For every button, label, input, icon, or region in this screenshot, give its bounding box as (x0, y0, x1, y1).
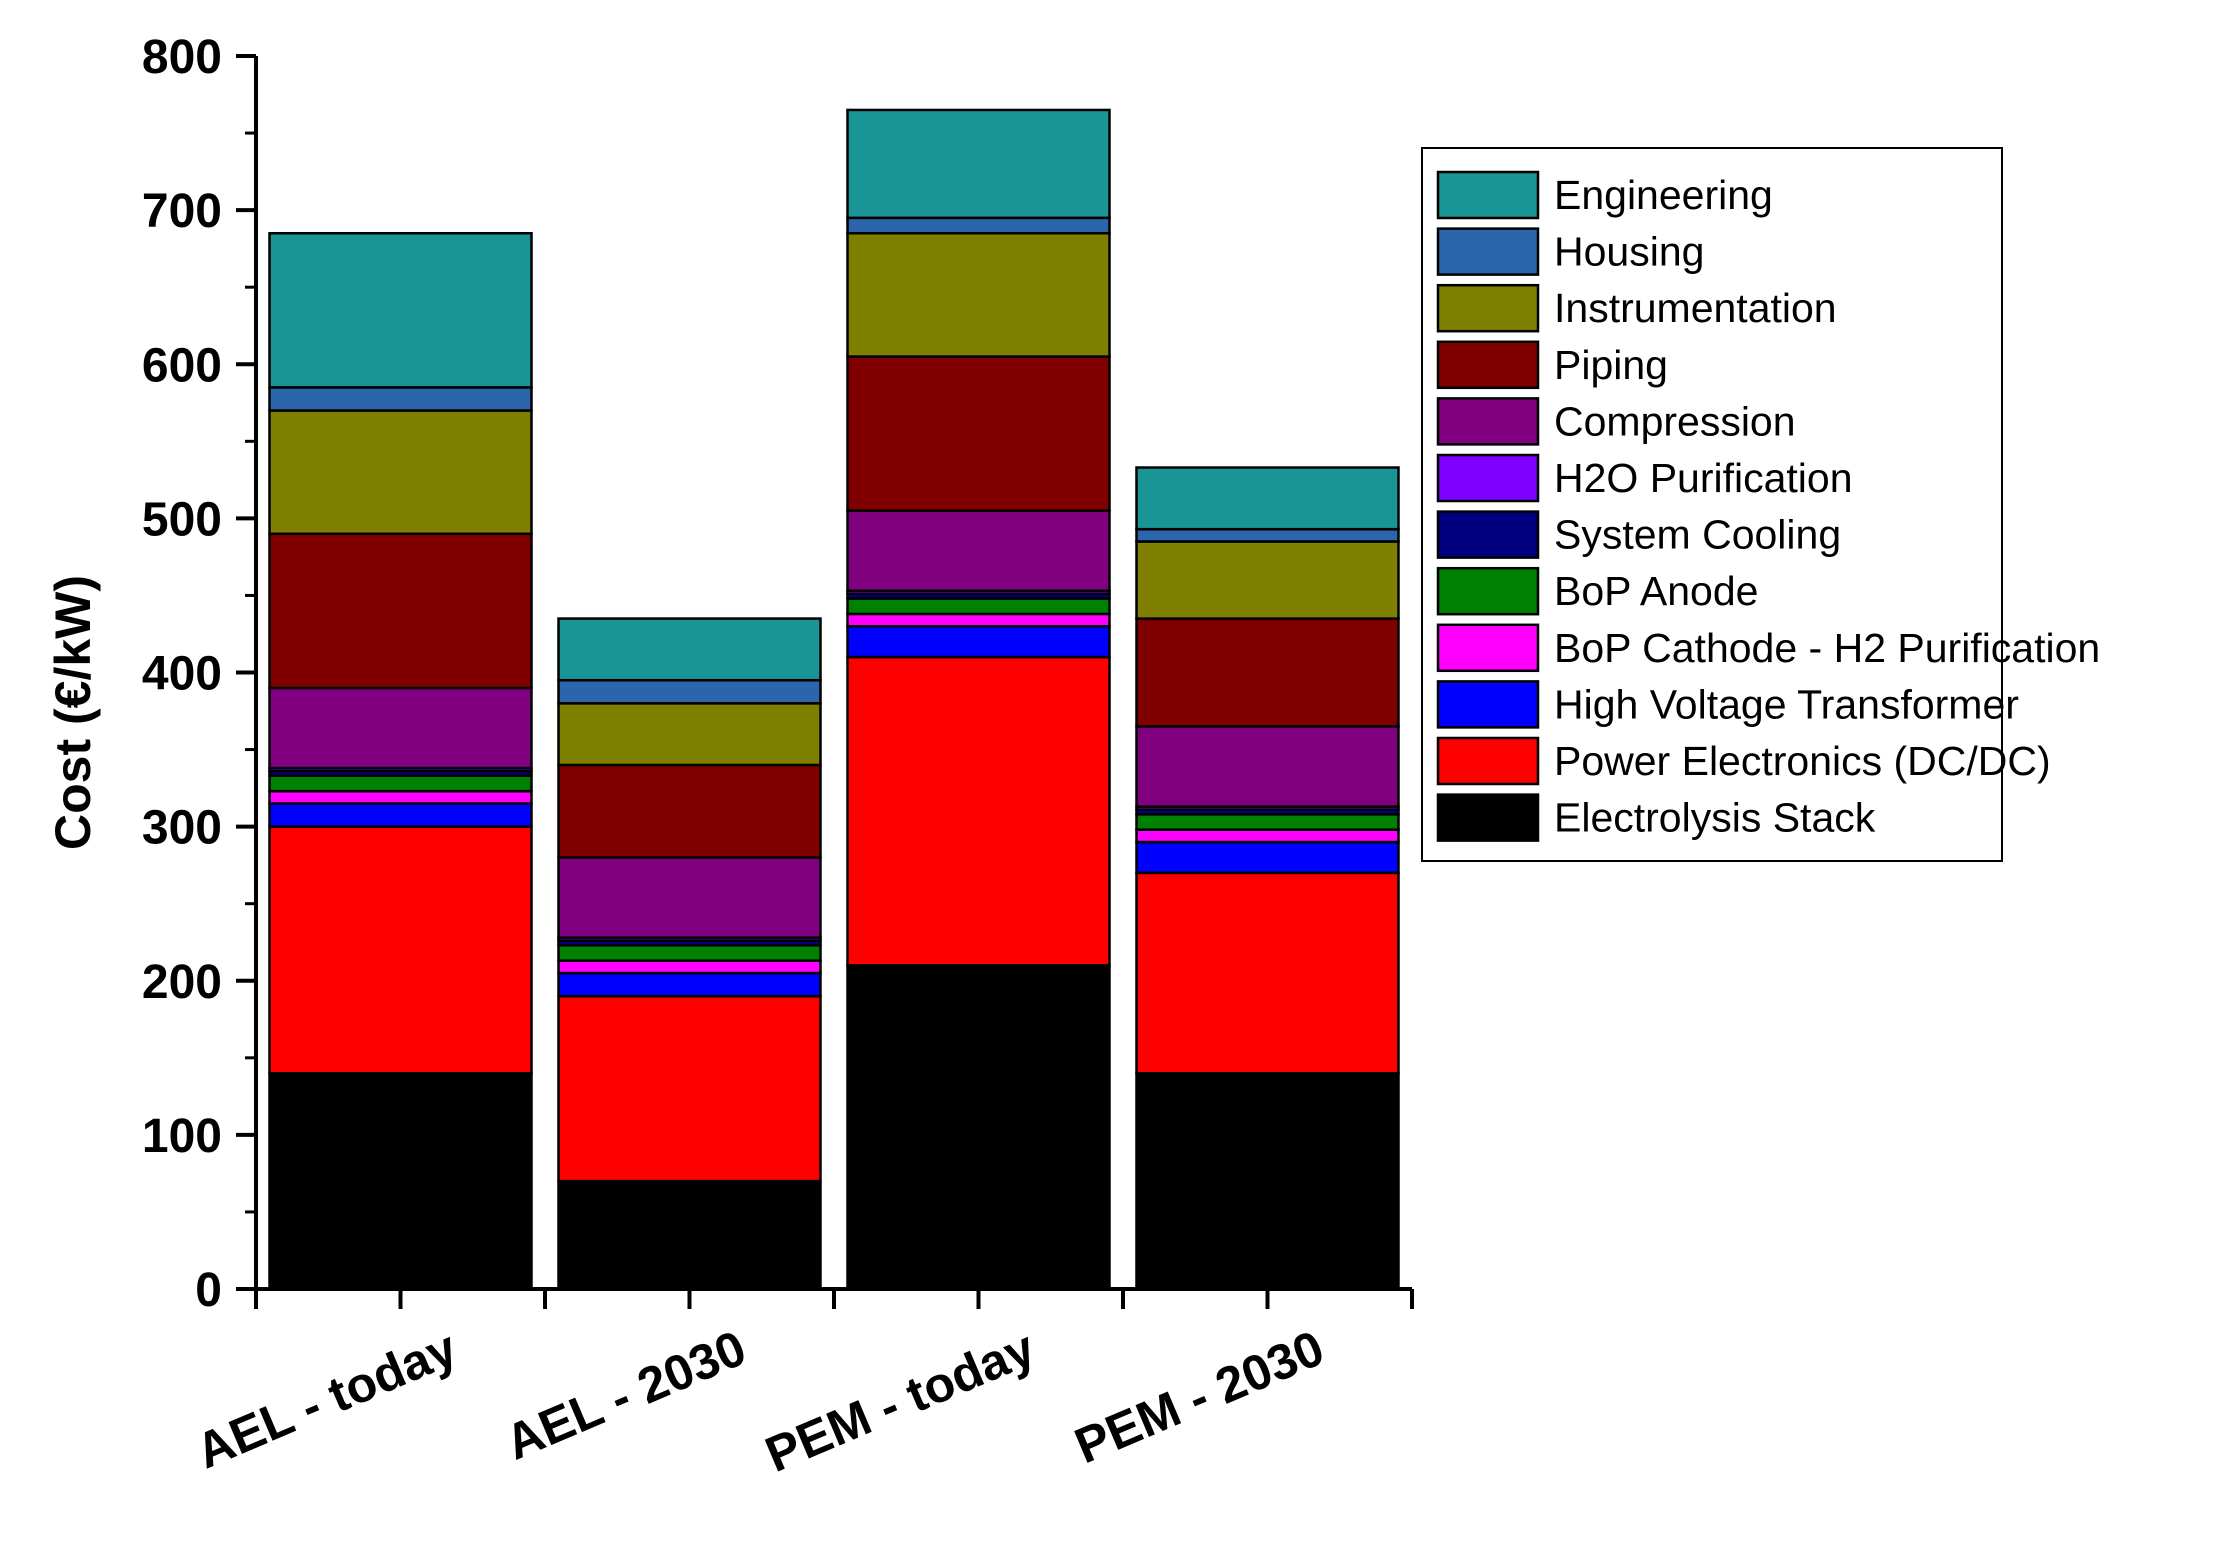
legend-swatch-housing (1436, 227, 1540, 276)
bar-pem-today-bop-anode (846, 597, 1111, 616)
bar-ael-today-instrumentation (268, 409, 533, 536)
legend-label-high-voltage-transformer: High Voltage Transformer (1554, 681, 2019, 727)
bar-pem-today-instrumentation (846, 231, 1111, 358)
legend: Engineering Housing Instrumentation Piping C… (1421, 147, 2100, 862)
legend-swatch-instrumentation (1436, 283, 1540, 333)
x-tick-label: AEL - today (188, 1320, 465, 1480)
legend-label-engineering: Engineering (1554, 172, 1773, 218)
bar-pem-2030-engineering (1135, 466, 1400, 531)
x-ticks-group: AEL - today AEL - 2030 PEM - today PEM - 20… (188, 1289, 1414, 1483)
bar-ael-today-high-voltage-transformer (268, 802, 533, 828)
bar-pem-2030-bop-cathode-h2-purification (1135, 828, 1400, 844)
bar-ael-today-electrolysis-stack (268, 1071, 533, 1291)
x-tick-label: AEL - 2030 (497, 1320, 753, 1471)
bar-pem-2030-electrolysis-stack (1135, 1071, 1400, 1291)
bars-group (268, 108, 1400, 1291)
legend-label-piping: Piping (1554, 342, 1668, 388)
bar-pem-2030-instrumentation (1135, 540, 1400, 620)
legend-label-bop-cathode-h2-purification: BoP Cathode - H2 Purification (1554, 625, 2100, 671)
bar-ael-today-power-electronics-dc-dc (268, 825, 533, 1075)
legend-swatch-engineering (1436, 170, 1540, 220)
y-tick-label: 500 (142, 493, 222, 546)
bar-ael-2030-piping (557, 763, 822, 859)
bar-ael-2030-high-voltage-transformer (557, 971, 822, 998)
bar-ael-2030-bop-anode (557, 944, 822, 962)
legend-swatch-piping (1436, 340, 1540, 390)
legend-label-h2o-purification: H2O Purification (1554, 455, 1853, 501)
bar-ael-today-piping (268, 532, 533, 690)
bar-pem-today-piping (846, 355, 1111, 512)
legend-label-system-cooling: System Cooling (1554, 512, 1841, 558)
bar-pem-today-compression (846, 509, 1111, 593)
legend-label-electrolysis-stack: Electrolysis Stack (1554, 795, 1876, 841)
legend-swatch-electrolysis-stack (1436, 793, 1540, 842)
bar-pem-today-power-electronics-dc-dc (846, 655, 1111, 967)
y-tick-label: 300 (142, 802, 222, 855)
bar-ael-2030-bop-cathode-h2-purification (557, 959, 822, 975)
legend-swatch-bop-anode (1436, 566, 1540, 616)
bar-pem-2030-piping (1135, 617, 1400, 728)
y-tick-label: 400 (142, 648, 222, 701)
legend-label-compression: Compression (1554, 398, 1796, 444)
bar-ael-today-bop-anode (268, 774, 533, 793)
legend-swatch-power-electronics-dc-dc (1436, 736, 1540, 786)
bar-pem-today-engineering (846, 108, 1111, 220)
y-tick-label: 0 (195, 1264, 222, 1317)
bar-ael-today-compression (268, 686, 533, 770)
bar-pem-today-housing (846, 216, 1111, 235)
bar-ael-2030-instrumentation (557, 702, 822, 767)
bar-pem-today-high-voltage-transformer (846, 625, 1111, 659)
legend-label-instrumentation: Instrumentation (1554, 285, 1837, 331)
bar-ael-2030-power-electronics-dc-dc (557, 994, 822, 1183)
bar-pem-today-electrolysis-stack (846, 964, 1111, 1291)
legend-swatch-high-voltage-transformer (1436, 680, 1540, 729)
y-ticks-group: 0 100 200 300 400 500 600 700 800 (142, 31, 256, 1317)
bar-ael-today-bop-cathode-h2-purification (268, 789, 533, 805)
bar-pem-2030-bop-anode (1135, 813, 1400, 831)
y-tick-label: 700 (142, 185, 222, 238)
bar-pem-2030-compression (1135, 725, 1400, 808)
bar-ael-2030-engineering (557, 617, 822, 682)
bar-ael-2030-housing (557, 678, 822, 705)
x-tick-label: PEM - today (758, 1320, 1043, 1483)
legend-swatch-h2o-purification (1436, 453, 1540, 503)
y-axis-title: Cost (€/kW) (45, 575, 101, 850)
bar-ael-2030-electrolysis-stack (557, 1179, 822, 1291)
bar-ael-today-engineering (268, 231, 533, 389)
y-tick-label: 600 (142, 339, 222, 392)
bar-pem-2030-power-electronics-dc-dc (1135, 871, 1400, 1075)
legend-swatch-bop-cathode-h2-purification (1436, 623, 1540, 673)
legend-swatch-system-cooling (1436, 510, 1540, 559)
y-tick-label: 200 (142, 956, 222, 1009)
legend-swatch-compression (1436, 397, 1540, 446)
bar-pem-2030-high-voltage-transformer (1135, 840, 1400, 875)
bar-ael-2030-compression (557, 856, 822, 939)
legend-label-bop-anode: BoP Anode (1554, 568, 1758, 614)
bar-ael-today-housing (268, 386, 533, 412)
y-tick-label: 800 (142, 31, 222, 84)
bar-pem-2030-housing (1135, 527, 1400, 543)
legend-label-housing: Housing (1554, 229, 1704, 275)
x-tick-label: PEM - 2030 (1067, 1320, 1332, 1475)
y-tick-label: 100 (142, 1110, 222, 1163)
bar-pem-today-bop-cathode-h2-purification (846, 612, 1111, 628)
legend-label-power-electronics-dc-dc: Power Electronics (DC/DC) (1554, 738, 2051, 784)
